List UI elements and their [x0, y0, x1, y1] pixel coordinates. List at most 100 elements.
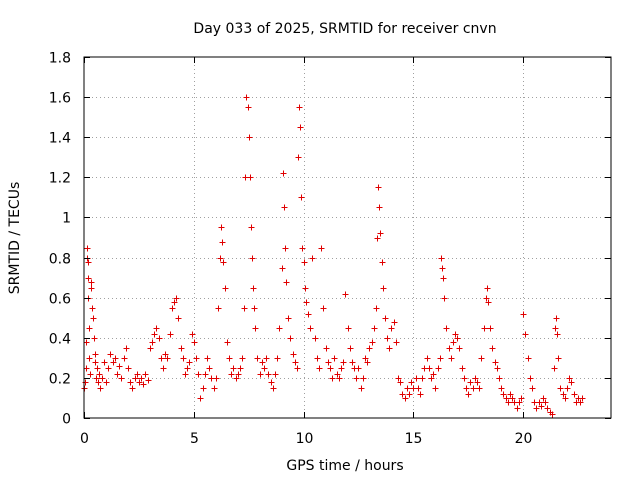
data-point — [299, 245, 306, 252]
y-tick-label: 0.4 — [49, 332, 71, 348]
data-point — [294, 365, 301, 372]
data-point — [441, 295, 448, 302]
data-point — [380, 285, 387, 292]
data-point — [327, 365, 334, 372]
data-point — [498, 385, 505, 392]
data-point — [366, 345, 373, 352]
data-point — [483, 295, 490, 302]
data-point — [439, 265, 446, 272]
data-point — [247, 174, 254, 181]
data-point — [138, 375, 145, 382]
data-point — [542, 399, 549, 406]
data-point — [270, 385, 277, 392]
data-point — [92, 359, 99, 366]
chart-title: Day 033 of 2025, SRMTID for receiver cnv… — [193, 21, 496, 37]
data-point — [140, 381, 147, 388]
data-point — [169, 305, 176, 312]
data-point — [426, 365, 433, 372]
data-point — [353, 375, 360, 382]
data-point — [160, 365, 167, 372]
data-point — [465, 391, 472, 398]
data-point — [509, 395, 516, 402]
data-point — [301, 259, 308, 266]
data-point — [281, 204, 288, 211]
data-point — [202, 371, 209, 378]
data-point — [91, 335, 98, 342]
data-point — [377, 230, 384, 237]
data-point — [338, 365, 345, 372]
data-point — [265, 371, 272, 378]
data-point — [391, 319, 398, 326]
y-tick-label: 0.8 — [49, 252, 71, 268]
data-point — [280, 170, 287, 177]
axis-ticks: 0 0.2 0.4 0.6 0.8 1 1.2 1.4 1.6 1.8 0 5 10 15 20 — [49, 51, 611, 447]
data-point — [103, 379, 110, 386]
data-point — [406, 391, 413, 398]
data-point — [274, 355, 281, 362]
data-point — [364, 359, 371, 366]
y-tick-label: 1 — [62, 211, 71, 227]
data-point — [369, 339, 376, 346]
data-point — [373, 305, 380, 312]
data-point — [505, 399, 512, 406]
data-point — [184, 365, 191, 372]
data-point — [228, 371, 235, 378]
data-point — [476, 385, 483, 392]
y-tick-label: 0.6 — [49, 292, 71, 308]
grid-lines — [84, 57, 611, 418]
data-point — [305, 311, 312, 318]
x-axis-label: GPS time / hours — [286, 458, 403, 474]
data-point — [206, 365, 213, 372]
data-point — [151, 331, 158, 338]
data-point — [437, 355, 444, 362]
data-point — [182, 371, 189, 378]
data-point — [186, 359, 193, 366]
data-point — [371, 325, 378, 332]
data-point — [432, 385, 439, 392]
data-point — [467, 379, 474, 386]
data-point — [127, 379, 134, 386]
data-point — [395, 375, 402, 382]
data-point — [456, 345, 463, 352]
data-point — [218, 224, 225, 231]
data-point — [123, 345, 130, 352]
data-point — [454, 335, 461, 342]
data-point — [276, 325, 283, 332]
data-point — [571, 391, 578, 398]
data-point — [379, 259, 386, 266]
data-point — [374, 235, 381, 242]
y-tick-label: 0.2 — [49, 372, 71, 388]
data-point — [428, 375, 435, 382]
data-point — [263, 355, 270, 362]
data-point — [230, 365, 237, 372]
y-tick-label: 1.2 — [49, 171, 71, 187]
data-point — [114, 371, 121, 378]
data-point — [478, 355, 485, 362]
data-point — [84, 245, 91, 252]
data-point — [217, 255, 224, 262]
data-point — [375, 184, 382, 191]
data-point — [527, 375, 534, 382]
data-point — [235, 371, 242, 378]
data-point — [443, 325, 450, 332]
data-point — [287, 335, 294, 342]
data-point — [88, 279, 95, 286]
data-point — [417, 391, 424, 398]
data-point — [222, 285, 229, 292]
data-point — [430, 371, 437, 378]
data-point — [538, 403, 545, 410]
data-point — [272, 371, 279, 378]
data-point — [325, 359, 332, 366]
data-point — [142, 371, 149, 378]
data-point — [384, 335, 391, 342]
data-point — [158, 355, 165, 362]
data-point — [261, 365, 268, 372]
data-point — [549, 411, 556, 418]
data-point — [503, 395, 510, 402]
data-point — [562, 395, 569, 402]
data-point — [136, 379, 143, 386]
data-point — [376, 204, 383, 211]
data-point — [251, 305, 258, 312]
data-point — [329, 375, 336, 382]
data-point — [259, 359, 266, 366]
